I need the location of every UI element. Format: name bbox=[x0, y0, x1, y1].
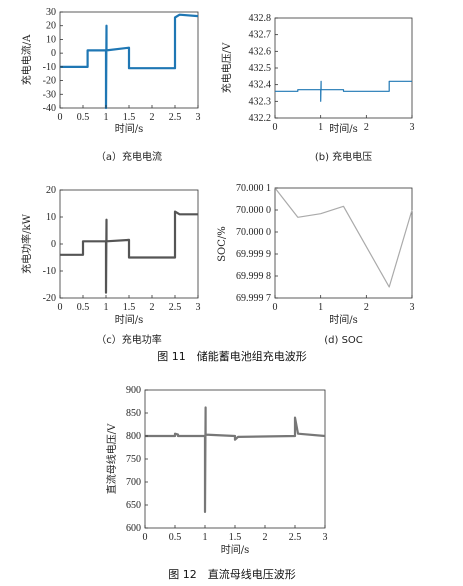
plot-frame-d bbox=[274, 187, 413, 299]
y-tick-label: 0 bbox=[51, 48, 56, 59]
x-axis-label: 时间/s bbox=[329, 122, 358, 135]
x-axis-label: 时间/s bbox=[221, 543, 250, 556]
chart-c: 0 0.5 1 1.5 2 2.5 3 -20 -10 0 10 20 时间/s 充电功率/kW （c）充电… bbox=[20, 185, 201, 346]
x-tick-label: 1.5 bbox=[229, 532, 242, 543]
y-tick-label: 30 bbox=[46, 7, 56, 18]
x-tick-label: 2 bbox=[364, 302, 369, 313]
x-tick-label: 2 bbox=[364, 122, 369, 133]
x-tick-label: 1.5 bbox=[123, 302, 136, 313]
y-tick-label: -10 bbox=[43, 62, 56, 73]
x-axis-label: 时间/s bbox=[115, 122, 144, 135]
y-tick-label: 10 bbox=[46, 34, 56, 45]
x-tick-label: 0 bbox=[58, 302, 63, 313]
x-tick-label: 0 bbox=[143, 532, 148, 543]
x-tick-label: 3 bbox=[410, 122, 415, 133]
chart-bus: 0 0.5 1 1.5 2 2.5 3 600 650 700 750 800 850 900 时间/s 直流… bbox=[105, 385, 328, 556]
x-tick-label: 2 bbox=[263, 532, 268, 543]
chart-b: 0 1 2 3 432.2 432.3 432.4 432.5 432.6 432.7 432.8 时… bbox=[220, 13, 415, 163]
x-tick-label: 3 bbox=[323, 532, 328, 543]
x-tick-label: 0 bbox=[58, 112, 63, 123]
x-tick-label: 2.5 bbox=[169, 302, 182, 313]
x-tick-label: 2.5 bbox=[289, 532, 302, 543]
y-tick-label: 432.5 bbox=[249, 63, 272, 74]
y-tick-label: -40 bbox=[43, 103, 56, 114]
plot-frame-b bbox=[274, 17, 413, 119]
figure-11-caption: 图 11 储能蓄电池组充电波形 bbox=[157, 349, 307, 363]
y-tick-label: -20 bbox=[43, 76, 56, 87]
y-tick-label: 69.999 7 bbox=[236, 293, 271, 304]
y-tick-label: 70.000 1 bbox=[236, 183, 271, 194]
y-axis-label: 充电电压/V bbox=[220, 42, 233, 93]
x-tick-label: 3 bbox=[196, 112, 201, 123]
series-line-a-0 bbox=[60, 13, 199, 110]
y-tick-label: 20 bbox=[46, 185, 56, 196]
y-tick-label: 432.3 bbox=[249, 96, 272, 107]
y-axis-label: 直流母线电压/V bbox=[105, 423, 118, 494]
y-tick-label: -10 bbox=[43, 266, 56, 277]
x-tick-label: 0.5 bbox=[77, 112, 90, 123]
chart-d: 0 1 2 3 70.000 1 70.000 0 70.000 0 69.999 9 69.9… bbox=[217, 183, 415, 346]
y-tick-label: 10 bbox=[46, 212, 56, 223]
y-tick-label: 432.4 bbox=[249, 80, 272, 91]
x-tick-label: 0.5 bbox=[169, 532, 182, 543]
series-line-bus-0 bbox=[145, 406, 326, 513]
y-tick-label: 69.999 8 bbox=[236, 271, 271, 282]
x-tick-label: 1 bbox=[104, 112, 109, 123]
y-tick-label: -30 bbox=[43, 89, 56, 100]
x-tick-label: 1 bbox=[318, 302, 323, 313]
subplot-caption: （a）充电电流 bbox=[96, 150, 162, 163]
x-tick-label: 3 bbox=[196, 302, 201, 313]
x-tick-label: 2 bbox=[150, 302, 155, 313]
charts-group: 0 0.5 1 1.5 2 2.5 3-40-30-20-100102030时间/s充电电流… bbox=[20, 7, 415, 556]
y-tick-label: 70.000 0 bbox=[236, 205, 271, 216]
x-tick-label: 1 bbox=[104, 302, 109, 313]
x-tick-label: 2.5 bbox=[169, 112, 182, 123]
x-tick-label: 0 bbox=[273, 302, 278, 313]
plot-frame-bus bbox=[144, 389, 326, 529]
y-tick-label: 750 bbox=[126, 454, 141, 465]
y-tick-label: 600 bbox=[126, 523, 141, 534]
y-axis-label: SOC/% bbox=[217, 226, 228, 262]
y-tick-label: 850 bbox=[126, 408, 141, 419]
y-tick-label: 432.6 bbox=[249, 46, 272, 57]
y-tick-label: 700 bbox=[126, 477, 141, 488]
y-axis-label: 充电电流/A bbox=[20, 34, 33, 85]
y-tick-label: 432.2 bbox=[249, 113, 272, 124]
y-axis-label: 充电功率/kW bbox=[20, 213, 33, 273]
x-tick-label: 1.5 bbox=[123, 112, 136, 123]
y-tick-label: 0 bbox=[51, 239, 56, 250]
x-tick-label: 1 bbox=[203, 532, 208, 543]
y-tick-label: 650 bbox=[126, 500, 141, 511]
x-tick-label: 1 bbox=[318, 122, 323, 133]
y-tick-label: 900 bbox=[126, 385, 141, 396]
y-tick-label: 20 bbox=[46, 21, 56, 32]
y-tick-label: 70.000 0 bbox=[236, 227, 271, 238]
subplot-caption: （c）充电功率 bbox=[96, 333, 162, 346]
y-tick-label: -20 bbox=[43, 293, 56, 304]
y-tick-label: 69.999 9 bbox=[236, 249, 271, 260]
x-tick-label: 2 bbox=[150, 112, 155, 123]
chart-a: 0 0.5 1 1.5 2 2.5 3 -40 -30 -20 -10 0 10 20 30 时间/s 充电电流… bbox=[20, 7, 201, 163]
x-axis-label: 时间/s bbox=[115, 313, 144, 326]
y-tick-label: 800 bbox=[126, 431, 141, 442]
series-line-b-0 bbox=[275, 80, 412, 102]
x-axis-label: 时间/s bbox=[329, 313, 358, 326]
subplot-caption: (b) 充电电压 bbox=[315, 150, 372, 163]
y-tick-label: 432.8 bbox=[249, 13, 272, 24]
figure-12-caption: 图 12 直流母线电压波形 bbox=[168, 567, 296, 581]
x-tick-label: 3 bbox=[410, 302, 415, 313]
series-line-d-0 bbox=[274, 187, 413, 288]
series-line-c-0 bbox=[60, 210, 198, 294]
subplot-caption: (d) SOC bbox=[324, 335, 363, 346]
x-tick-label: 0 bbox=[273, 122, 278, 133]
y-tick-label: 432.7 bbox=[249, 30, 272, 41]
x-tick-label: 0.5 bbox=[77, 302, 90, 313]
